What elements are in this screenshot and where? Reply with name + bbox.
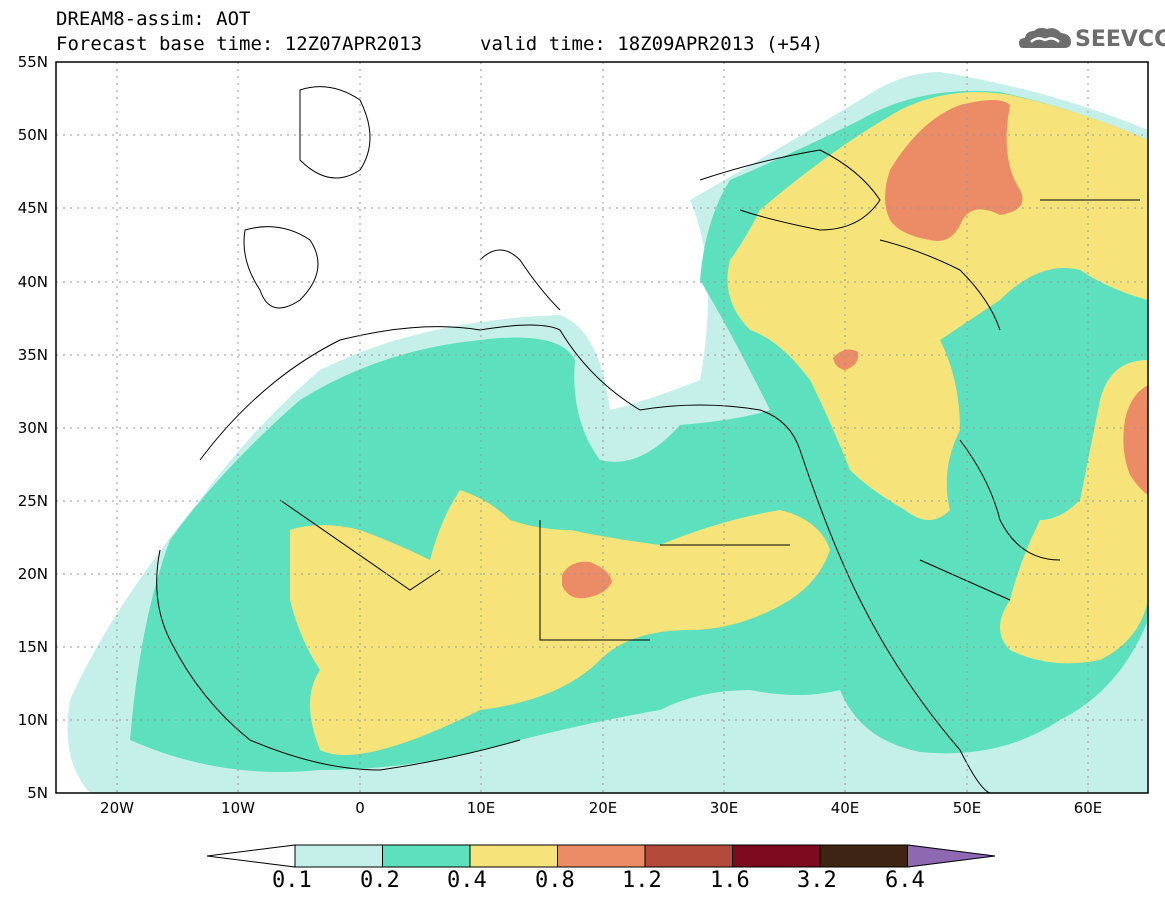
contour-0-8-chad [562,561,612,599]
colorbar-swatch [294,844,383,868]
lon-label: 0 [355,799,365,817]
colorbar-swatch [382,844,471,868]
lat-label: 10N [18,711,48,729]
lon-label: 30E [710,799,739,817]
lon-label: 10E [467,799,496,817]
colorbar-swatch [644,844,733,868]
lon-label: 20W [100,799,134,817]
lon-label: 20E [589,799,618,817]
colorbar-swatch [819,844,908,868]
lat-label: 40N [18,273,48,291]
colorbar-swatch [732,844,821,868]
lat-label: 55N [18,53,48,71]
contour-0-4-sahel [290,490,830,755]
colorbar-label: 1.6 [710,868,750,893]
colorbar-label: 3.2 [797,868,837,893]
lat-label: 5N [27,784,48,802]
colorbar-arrow-left [206,844,296,868]
lat-label: 45N [18,199,48,217]
valid-time: valid time: 18Z09APR2013 (+54) [480,33,824,55]
aot-contours [67,72,1148,793]
lat-label: 15N [18,638,48,656]
cloud-icon [1019,27,1071,48]
gridlines [56,62,1148,793]
colorbar-swatch [469,844,558,868]
lat-label: 50N [18,126,48,144]
lat-labels: 55N 50N 45N 40N 35N 30N 25N 20N 15N 10N … [18,53,48,802]
colorbar-swatch [557,844,646,868]
lon-label: 60E [1074,799,1103,817]
lon-label: 10W [221,799,255,817]
lon-label: 40E [831,799,860,817]
lat-label: 30N [18,419,48,437]
map-frame [55,61,1149,794]
coastlines [156,86,1140,793]
lat-label: 25N [18,492,48,510]
colorbar-label: 1.2 [622,868,662,893]
colorbar [206,844,996,868]
colorbar-label: 0.8 [535,868,575,893]
lat-label: 20N [18,565,48,583]
colorbar-label: 0.1 [272,868,312,893]
contour-0-8-iran [1123,385,1148,495]
lat-label: 35N [18,346,48,364]
forecast-base-time: Forecast base time: 12Z07APR2013 [56,33,423,55]
lon-label: 50E [953,799,982,817]
contour-0-4-east [727,92,1148,520]
logo-text: SEEVCCC [1075,27,1165,52]
contour-0-8-iraq [833,349,859,370]
lon-labels: 20W 10W 0 10E 20E 30E 40E 50E 60E [100,799,1102,817]
colorbar-label: 6.4 [885,868,925,893]
colorbar-label: 0.4 [447,868,487,893]
colorbar-label: 0.2 [360,868,400,893]
contour-0-4-arabia [1000,360,1148,664]
colorbar-arrow-right [907,844,996,868]
map-title: DREAM8-assim: AOT [56,8,251,30]
